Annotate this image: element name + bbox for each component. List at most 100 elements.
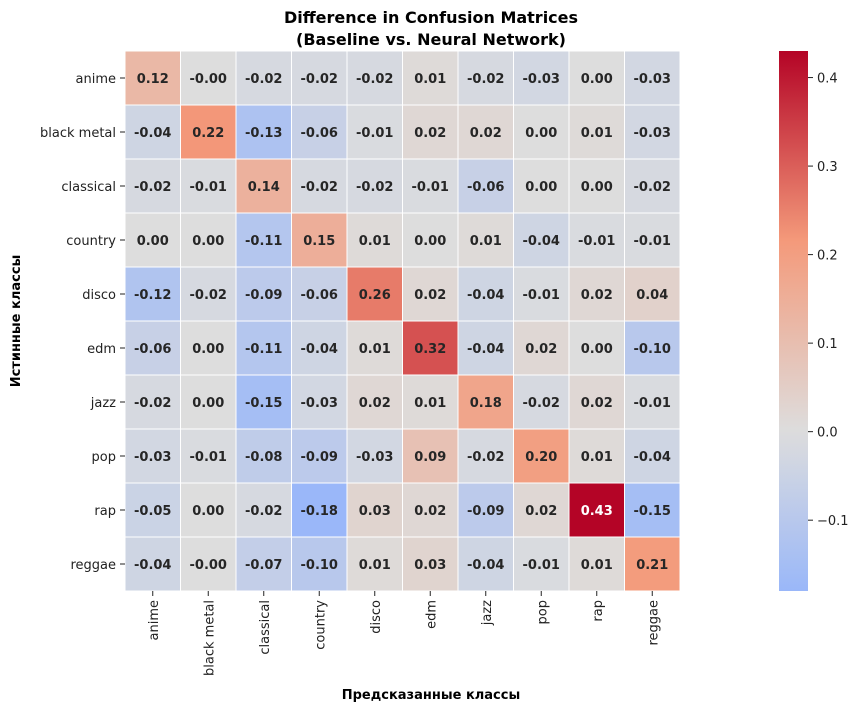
cell-value-label: -0.02 (523, 396, 560, 411)
heatmap-cell (291, 428, 348, 484)
cell-value-label: -0.04 (634, 450, 671, 465)
heatmap-cell (513, 50, 570, 106)
x-tick-labels: anime black metal classical country disco edm… (147, 591, 661, 676)
heatmap-cell (402, 212, 459, 268)
cell-value-label: 0.02 (414, 126, 446, 141)
heatmap-cell (346, 320, 403, 376)
cell-value-label: -0.11 (245, 234, 282, 249)
cell-value-label: 0.00 (192, 342, 224, 357)
heatmap-cell (124, 536, 181, 592)
cell-value-label: -0.06 (467, 180, 504, 195)
heatmap-cell (180, 266, 237, 322)
cell-value-label: -0.03 (634, 126, 671, 141)
cell-value-label: -0.02 (467, 450, 504, 465)
x-axis-label: Предсказанные классы (342, 688, 520, 703)
heatmap-cell (235, 320, 292, 376)
cell-value-label: 0.14 (248, 180, 280, 195)
x-tick-label: black metal (202, 600, 217, 676)
heatmap-cell (457, 536, 514, 592)
heatmap-cell (180, 50, 237, 106)
heatmap-cell (402, 374, 459, 430)
colorbar-gradient (779, 51, 808, 591)
heatmap-cell (624, 212, 681, 268)
cell-value-label: -0.04 (523, 234, 560, 249)
cell-value-label: -0.02 (245, 504, 282, 519)
cell-value-label: -0.10 (301, 558, 338, 573)
cell-value-label: -0.15 (634, 504, 671, 519)
heatmap-cell (235, 482, 292, 538)
heatmap-cell (291, 104, 348, 160)
cell-value-label: -0.08 (245, 450, 282, 465)
heatmap-cell (624, 50, 681, 106)
x-tick-label: reggae (646, 600, 661, 646)
heatmap-cell (568, 212, 625, 268)
cell-value-label: -0.01 (190, 450, 227, 465)
x-tick-label: rap (591, 600, 606, 622)
heatmap-cell (180, 482, 237, 538)
cell-value-label: -0.10 (634, 342, 671, 357)
cell-value-label: 0.12 (137, 72, 169, 87)
cell-value-label: 0.02 (470, 126, 502, 141)
heatmap-cell (180, 158, 237, 214)
colorbar-tick-label: 0.0 (817, 426, 838, 441)
y-tick-label: rap (94, 504, 116, 519)
heatmap-cell (568, 158, 625, 214)
x-tick-label: edm (424, 600, 439, 629)
heatmap-cell (346, 482, 403, 538)
cell-value-label: 0.02 (581, 288, 613, 303)
y-axis-label: Истинные классы (9, 255, 24, 388)
cell-value-label: -0.02 (134, 180, 171, 195)
cell-value-label: 0.26 (359, 288, 391, 303)
y-tick-label: disco (82, 288, 116, 303)
y-tick-label: black metal (40, 126, 116, 141)
cell-value-label: 0.00 (525, 180, 557, 195)
heatmap-cell (235, 428, 292, 484)
heatmap-cell (568, 374, 625, 430)
y-tick-label: jazz (90, 396, 116, 411)
heatmap-cell (124, 212, 181, 268)
cell-value-label: -0.11 (245, 342, 282, 357)
cell-value-label: 0.01 (414, 72, 446, 87)
cell-value-label: 0.00 (581, 180, 613, 195)
y-tick-label: reggae (70, 558, 116, 573)
cell-value-label: 0.00 (192, 504, 224, 519)
cell-value-label: -0.05 (134, 504, 171, 519)
heatmap-cell (402, 50, 459, 106)
cell-value-label: 0.01 (359, 342, 391, 357)
cell-value-label: -0.06 (301, 126, 338, 141)
colorbar-tick-label: −0.1 (817, 514, 849, 529)
heatmap-cell (513, 536, 570, 592)
heatmap-cell (291, 482, 348, 538)
heatmap-cell (457, 158, 514, 214)
cell-value-label: -0.01 (190, 180, 227, 195)
cell-value-label: -0.02 (467, 72, 504, 87)
cell-value-label: 0.15 (303, 234, 335, 249)
heatmap-cell (235, 50, 292, 106)
cell-value-label: -0.03 (301, 396, 338, 411)
cell-value-label: -0.13 (245, 126, 282, 141)
heatmap-cell (346, 536, 403, 592)
cell-value-label: 0.03 (359, 504, 391, 519)
heatmap-cell (624, 428, 681, 484)
heatmap-cell (402, 320, 459, 376)
cell-value-label: 0.02 (581, 396, 613, 411)
heatmap-cell (402, 104, 459, 160)
cell-value-label: 0.18 (470, 396, 502, 411)
cell-value-label: -0.04 (467, 558, 504, 573)
cell-value-label: -0.04 (467, 342, 504, 357)
heatmap-cell (235, 158, 292, 214)
heatmap-cell (624, 158, 681, 214)
x-tick-label: classical (258, 600, 273, 655)
cell-value-label: 0.01 (581, 126, 613, 141)
heatmap-cell (624, 104, 681, 160)
cell-value-label: 0.00 (581, 72, 613, 87)
cell-value-label: -0.01 (634, 234, 671, 249)
heatmap-cell (124, 320, 181, 376)
cell-value-label: 0.02 (359, 396, 391, 411)
cell-value-label: -0.04 (467, 288, 504, 303)
cell-value-label: -0.06 (134, 342, 171, 357)
y-tick-labels: anime black metal classical country disco edm… (40, 72, 125, 573)
cell-value-label: -0.02 (301, 180, 338, 195)
heatmap-cell (513, 374, 570, 430)
cell-value-label: 0.01 (581, 450, 613, 465)
